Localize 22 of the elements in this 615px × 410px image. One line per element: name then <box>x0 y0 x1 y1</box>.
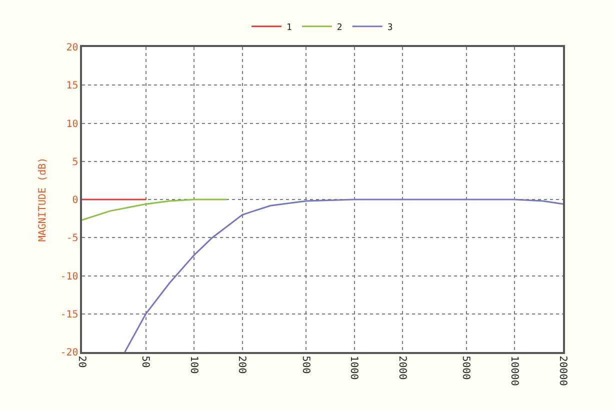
x-tick-label: 500 <box>300 356 311 374</box>
x-tick-label: 20000 <box>556 356 568 386</box>
legend-label: 1 <box>286 22 292 33</box>
legend-label: 3 <box>387 22 393 33</box>
legend-label: 2 <box>336 22 342 33</box>
x-tick-label: 5000 <box>460 356 472 380</box>
x-tick-label: 2000 <box>396 356 408 380</box>
x-tick-label: 100 <box>188 356 199 374</box>
y-axis-title: MAGNITUDE (dB) <box>38 157 49 242</box>
y-tick-label: 5 <box>72 156 78 168</box>
y-tick-label: -15 <box>60 309 78 320</box>
y-tick-label: -5 <box>66 233 78 244</box>
y-tick-label: 0 <box>72 195 78 206</box>
y-tick-label: -20 <box>60 348 78 358</box>
y-tick-label: 20 <box>66 42 78 54</box>
y-tick-label: -10 <box>60 271 78 282</box>
y-tick-label: 15 <box>66 80 78 92</box>
y-tick-label: 10 <box>66 118 78 130</box>
x-tick-label: 1000 <box>348 356 360 380</box>
x-tick-label: 200 <box>236 356 248 374</box>
x-tick-label: 50 <box>140 356 151 368</box>
x-tick-label: 10000 <box>508 356 520 386</box>
